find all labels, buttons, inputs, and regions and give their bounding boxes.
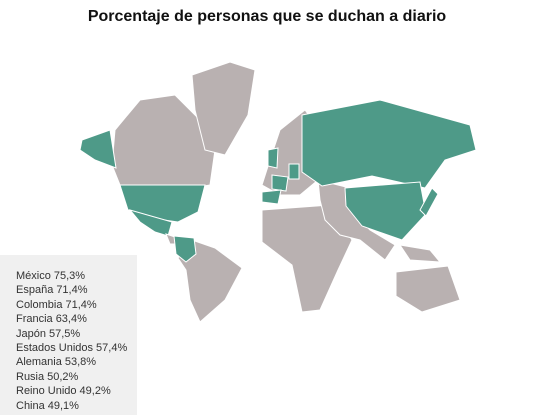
legend-value: 63,4% [55, 313, 87, 326]
australia [395, 265, 461, 313]
legend-item: Colombia 71,4% [16, 298, 137, 312]
greenland [191, 61, 256, 156]
legend-name: Alemania [16, 356, 62, 369]
legend-item: Reino Unido 49,2% [16, 384, 137, 398]
legend-value: 71,4% [65, 298, 97, 311]
colombia [173, 235, 197, 263]
legend-item: Alemania 53,8% [16, 355, 137, 369]
uk [267, 147, 279, 169]
china [344, 181, 427, 241]
legend-name: Rusia [16, 370, 45, 383]
legend-value: 57,5% [48, 327, 81, 340]
southeast-asia [398, 244, 442, 263]
legend: México 75,3% España 71,4% Colombia 71,4% Franc… [0, 255, 137, 415]
legend-name: Reino Unido [16, 385, 77, 398]
legend-name: México [16, 270, 51, 282]
legend-item: Japón 57,5% [16, 327, 137, 341]
legend-name: Colombia [16, 298, 63, 311]
spain [261, 189, 282, 205]
south-america [177, 239, 243, 323]
legend-value: 75,3% [53, 270, 86, 282]
legend-name: China [16, 399, 45, 412]
legend-name: Francia [16, 313, 53, 326]
legend-item: España 71,4% [16, 283, 137, 297]
title: Porcentaje de personas que se duchan a d… [87, 8, 447, 25]
france [271, 174, 289, 192]
alaska [79, 129, 117, 169]
legend-item: México 75,3% [16, 269, 137, 283]
legend-value: 50,2% [47, 370, 79, 383]
legend-item: Estados Unidos 57,4% [16, 341, 137, 355]
usa [119, 184, 206, 223]
japan [419, 187, 439, 217]
legend-value: 49,2% [79, 385, 111, 398]
legend-name: Japón [16, 327, 46, 340]
legend-name: España [16, 284, 54, 297]
legend-item: Francia 63,4% [16, 312, 137, 326]
legend-item: Rusia 50,2% [16, 370, 137, 384]
legend-value: 71,4% [56, 284, 88, 297]
legend-name: Estados Unidos [16, 342, 94, 355]
germany [288, 163, 300, 180]
legend-value: 57,4% [96, 342, 128, 355]
canada [111, 94, 216, 191]
russia [301, 99, 477, 189]
mexico [128, 209, 173, 237]
legend-value: 49,1% [47, 399, 79, 412]
legend-value: 53,8% [64, 356, 97, 369]
legend-item: China 49,1% [16, 399, 137, 413]
